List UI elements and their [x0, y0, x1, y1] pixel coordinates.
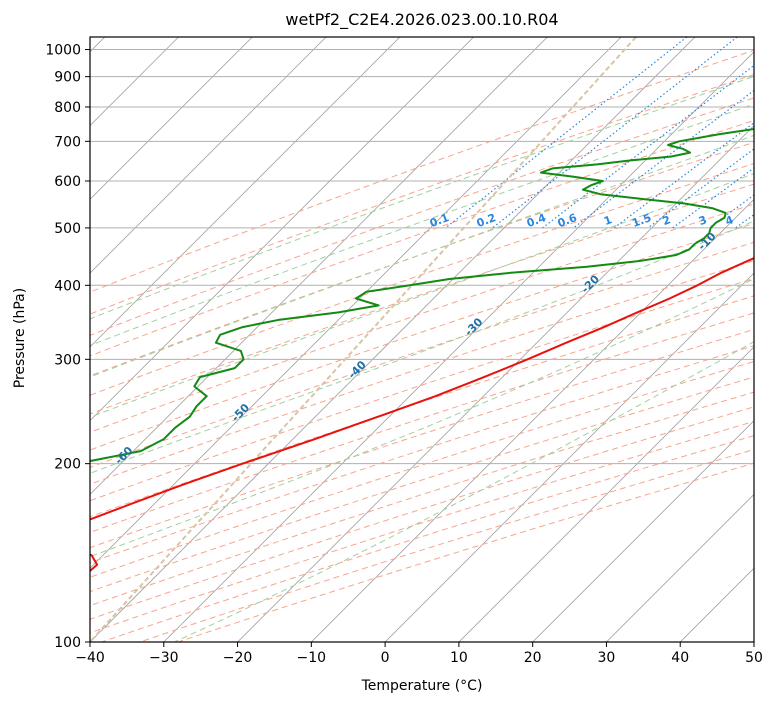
isotherm-line — [606, 493, 754, 642]
isotherm-line — [458, 346, 754, 642]
isotherm-line — [237, 124, 754, 642]
dry-adiabat-line — [90, 203, 754, 433]
moist-adiabat-line — [90, 134, 754, 378]
x-tick-label: 30 — [598, 650, 616, 666]
lcl-curve-line — [90, 37, 637, 642]
mixing-ratio-label: 3 — [697, 213, 709, 228]
dry-adiabat-line — [90, 391, 754, 607]
mixing-ratio-line — [542, 64, 754, 229]
x-tick-label: −40 — [75, 650, 105, 666]
isotherm-line — [679, 567, 754, 642]
isotherm-line — [532, 420, 754, 642]
x-tick-label: −20 — [223, 650, 253, 666]
isotherm-line — [90, 37, 548, 496]
y-tick-label: 1000 — [45, 43, 81, 59]
y-tick-label: 800 — [54, 100, 81, 116]
dry-adiabat-line — [90, 163, 754, 396]
mixing-ratio-label: 0.6 — [556, 211, 579, 230]
mixing-ratio-label: 2 — [661, 213, 673, 228]
y-tick-label: 600 — [54, 174, 81, 190]
dry-adiabat-line — [90, 328, 754, 549]
dry-adiabat-line — [90, 241, 754, 468]
dry-adiabat-line — [90, 278, 754, 502]
mixing-ratio-label: 0.2 — [475, 211, 498, 230]
mixing-ratio-line — [735, 213, 754, 229]
isotherm-line — [384, 272, 754, 642]
isotherm-line — [90, 37, 474, 422]
dry-adiabat-line — [90, 420, 754, 634]
x-tick-label: 40 — [671, 650, 689, 666]
mixing-ratio-label: 1 — [602, 213, 614, 228]
x-tick-label: −10 — [297, 650, 327, 666]
moist-adiabat-line — [90, 172, 754, 418]
dry-adiabat-line — [90, 406, 754, 620]
isotherm-line — [90, 37, 696, 642]
chart-title: wetPf2_C2E4.2026.023.00.10.R04 — [285, 10, 559, 29]
dry-adiabat-line — [90, 120, 754, 357]
plot-frame — [89, 36, 755, 643]
moist-adiabat-line — [90, 75, 754, 320]
y-tick-label: 700 — [54, 134, 81, 150]
dry-adiabat-line — [90, 360, 754, 578]
moist-adiabat-line — [90, 278, 754, 558]
mixing-ratio-label: 4 — [724, 213, 736, 228]
dry-adiabat-line — [90, 345, 754, 564]
y-tick-label: 100 — [54, 635, 81, 651]
x-tick-label: 0 — [381, 650, 390, 666]
isotherm-line — [90, 37, 622, 569]
temperature-profile-line — [90, 257, 754, 573]
dry-adiabat-line — [177, 462, 754, 642]
mixing-ratio-label: 1.5 — [630, 211, 653, 230]
moist-adiabat-line — [174, 341, 754, 642]
y-tick-label: 300 — [54, 352, 81, 368]
y-tick-label: 200 — [54, 457, 81, 473]
mixing-ratio-line — [445, 37, 688, 229]
dry-adiabat-line — [90, 97, 754, 336]
isotherm-label: -10 — [695, 229, 718, 252]
y-tick-label: 900 — [54, 70, 81, 86]
mixing-ratio-line — [492, 37, 738, 229]
dry-adiabat-line — [90, 141, 754, 377]
x-axis-label: Temperature (°C) — [361, 678, 483, 694]
isotherm-line — [90, 37, 401, 348]
isotherm-label: -70 — [0, 487, 19, 510]
dry-adiabat-line — [101, 435, 754, 642]
isotherm-line — [90, 37, 253, 200]
plot-area: 0.10.20.40.611.52346810131620253036-100-… — [0, 37, 774, 642]
moist-adiabat-line — [90, 103, 754, 347]
y-axis-label: Pressure (hPa) — [12, 287, 28, 389]
mixing-ratio-label: 0.1 — [428, 211, 451, 230]
moist-adiabat-line — [90, 220, 754, 474]
x-tick-label: 50 — [745, 650, 763, 666]
dry-adiabat-line — [90, 183, 754, 415]
dry-adiabat-line — [90, 49, 754, 293]
mixing-ratio-line — [613, 121, 754, 229]
mixing-ratio-label: 6 — [762, 213, 774, 228]
isotherm-line — [90, 37, 327, 274]
dry-adiabat-line — [90, 73, 754, 315]
mixing-ratio-line — [672, 167, 754, 229]
dry-adiabat-line — [90, 222, 754, 451]
dry-adiabat-line — [90, 376, 754, 593]
x-tick-label: −30 — [149, 650, 179, 666]
isotherm-line — [163, 51, 754, 642]
dry-adiabat-line — [90, 295, 754, 518]
isotherm-line — [753, 641, 754, 642]
mixing-ratio-label: 0.4 — [525, 211, 548, 230]
isotherm-label: -20 — [579, 272, 602, 295]
x-tick-label: 20 — [524, 650, 542, 666]
dewpoint-profile-line — [90, 127, 754, 463]
y-tick-label: 400 — [54, 278, 81, 294]
isotherm-line — [311, 198, 754, 642]
dry-adiabat-line — [90, 260, 754, 485]
y-tick-label: 500 — [54, 221, 81, 237]
x-tick-label: 10 — [450, 650, 468, 666]
dry-adiabat-line — [90, 312, 754, 533]
